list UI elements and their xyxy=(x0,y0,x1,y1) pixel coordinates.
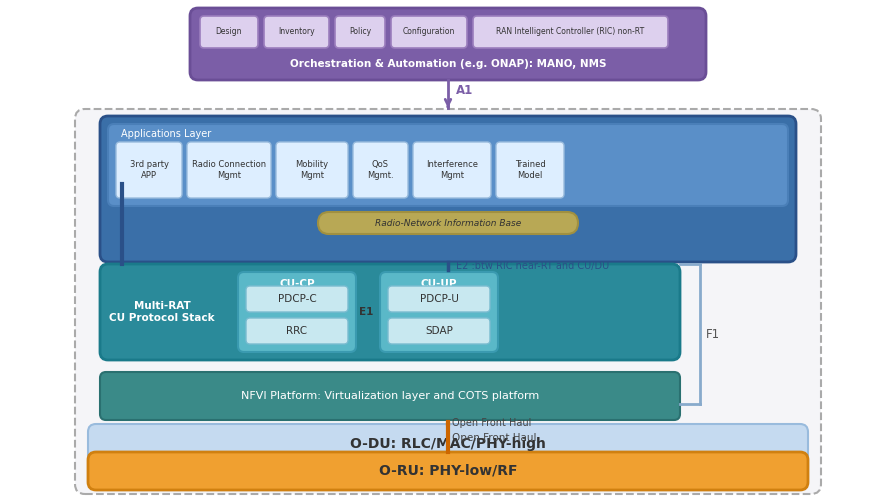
FancyBboxPatch shape xyxy=(246,318,348,344)
Text: F1: F1 xyxy=(706,328,720,341)
Text: O-DU: RLC/MAC/PHY-high: O-DU: RLC/MAC/PHY-high xyxy=(350,437,546,451)
FancyBboxPatch shape xyxy=(88,424,808,464)
FancyBboxPatch shape xyxy=(246,286,348,312)
Text: O-RU: PHY-low/RF: O-RU: PHY-low/RF xyxy=(379,464,517,478)
Text: Interference
Mgmt: Interference Mgmt xyxy=(426,160,478,180)
Text: RAN Intelligent Controller (RIC) near-RT: RAN Intelligent Controller (RIC) near-RT xyxy=(308,123,588,137)
Text: Radio-Network Information Base: Radio-Network Information Base xyxy=(375,219,521,227)
FancyBboxPatch shape xyxy=(473,16,668,48)
Text: Applications Layer: Applications Layer xyxy=(121,129,211,139)
FancyBboxPatch shape xyxy=(88,452,808,490)
FancyBboxPatch shape xyxy=(190,8,706,80)
Text: QoS
Mgmt.: QoS Mgmt. xyxy=(367,160,394,180)
FancyBboxPatch shape xyxy=(335,16,385,48)
FancyBboxPatch shape xyxy=(100,116,796,262)
Text: E2 :btw RIC near-RT and CU/DU: E2 :btw RIC near-RT and CU/DU xyxy=(456,261,609,271)
FancyBboxPatch shape xyxy=(187,142,271,198)
FancyBboxPatch shape xyxy=(318,212,578,234)
FancyBboxPatch shape xyxy=(100,264,680,360)
FancyBboxPatch shape xyxy=(238,272,356,352)
FancyBboxPatch shape xyxy=(100,372,680,420)
FancyBboxPatch shape xyxy=(75,109,821,494)
Text: E1: E1 xyxy=(358,307,374,317)
FancyBboxPatch shape xyxy=(276,142,348,198)
Text: PDCP-U: PDCP-U xyxy=(419,294,459,304)
Text: Configuration: Configuration xyxy=(403,28,455,36)
Text: NFVI Platform: Virtualization layer and COTS platform: NFVI Platform: Virtualization layer and … xyxy=(241,391,539,401)
Text: CU-UP: CU-UP xyxy=(421,279,457,289)
Text: Inventory: Inventory xyxy=(278,28,314,36)
FancyBboxPatch shape xyxy=(413,142,491,198)
Text: Mobility
Mgmt: Mobility Mgmt xyxy=(296,160,329,180)
Text: RRC: RRC xyxy=(287,326,307,336)
Text: 3rd party
APP: 3rd party APP xyxy=(130,160,168,180)
Text: Radio Connection
Mgmt: Radio Connection Mgmt xyxy=(192,160,266,180)
FancyBboxPatch shape xyxy=(116,142,182,198)
Text: Trained
Model: Trained Model xyxy=(514,160,546,180)
FancyBboxPatch shape xyxy=(108,124,788,206)
Text: Design: Design xyxy=(216,28,242,36)
Text: Open Front Haul: Open Front Haul xyxy=(452,418,531,428)
Text: SDAP: SDAP xyxy=(425,326,453,336)
Text: Open Front Haul: Open Front Haul xyxy=(452,433,537,443)
Text: Multi-RAT
CU Protocol Stack: Multi-RAT CU Protocol Stack xyxy=(109,301,215,323)
FancyBboxPatch shape xyxy=(380,272,498,352)
Text: PDCP-C: PDCP-C xyxy=(278,294,316,304)
Text: CU-CP: CU-CP xyxy=(280,279,314,289)
FancyBboxPatch shape xyxy=(264,16,329,48)
FancyBboxPatch shape xyxy=(388,286,490,312)
Text: Orchestration & Automation (e.g. ONAP): MANO, NMS: Orchestration & Automation (e.g. ONAP): … xyxy=(289,59,607,69)
FancyBboxPatch shape xyxy=(391,16,467,48)
Text: A1: A1 xyxy=(456,84,473,97)
FancyBboxPatch shape xyxy=(200,16,258,48)
FancyBboxPatch shape xyxy=(496,142,564,198)
FancyBboxPatch shape xyxy=(388,318,490,344)
FancyBboxPatch shape xyxy=(353,142,408,198)
Text: Policy: Policy xyxy=(349,28,371,36)
Text: RAN Intelligent Controller (RIC) non-RT: RAN Intelligent Controller (RIC) non-RT xyxy=(496,28,644,36)
